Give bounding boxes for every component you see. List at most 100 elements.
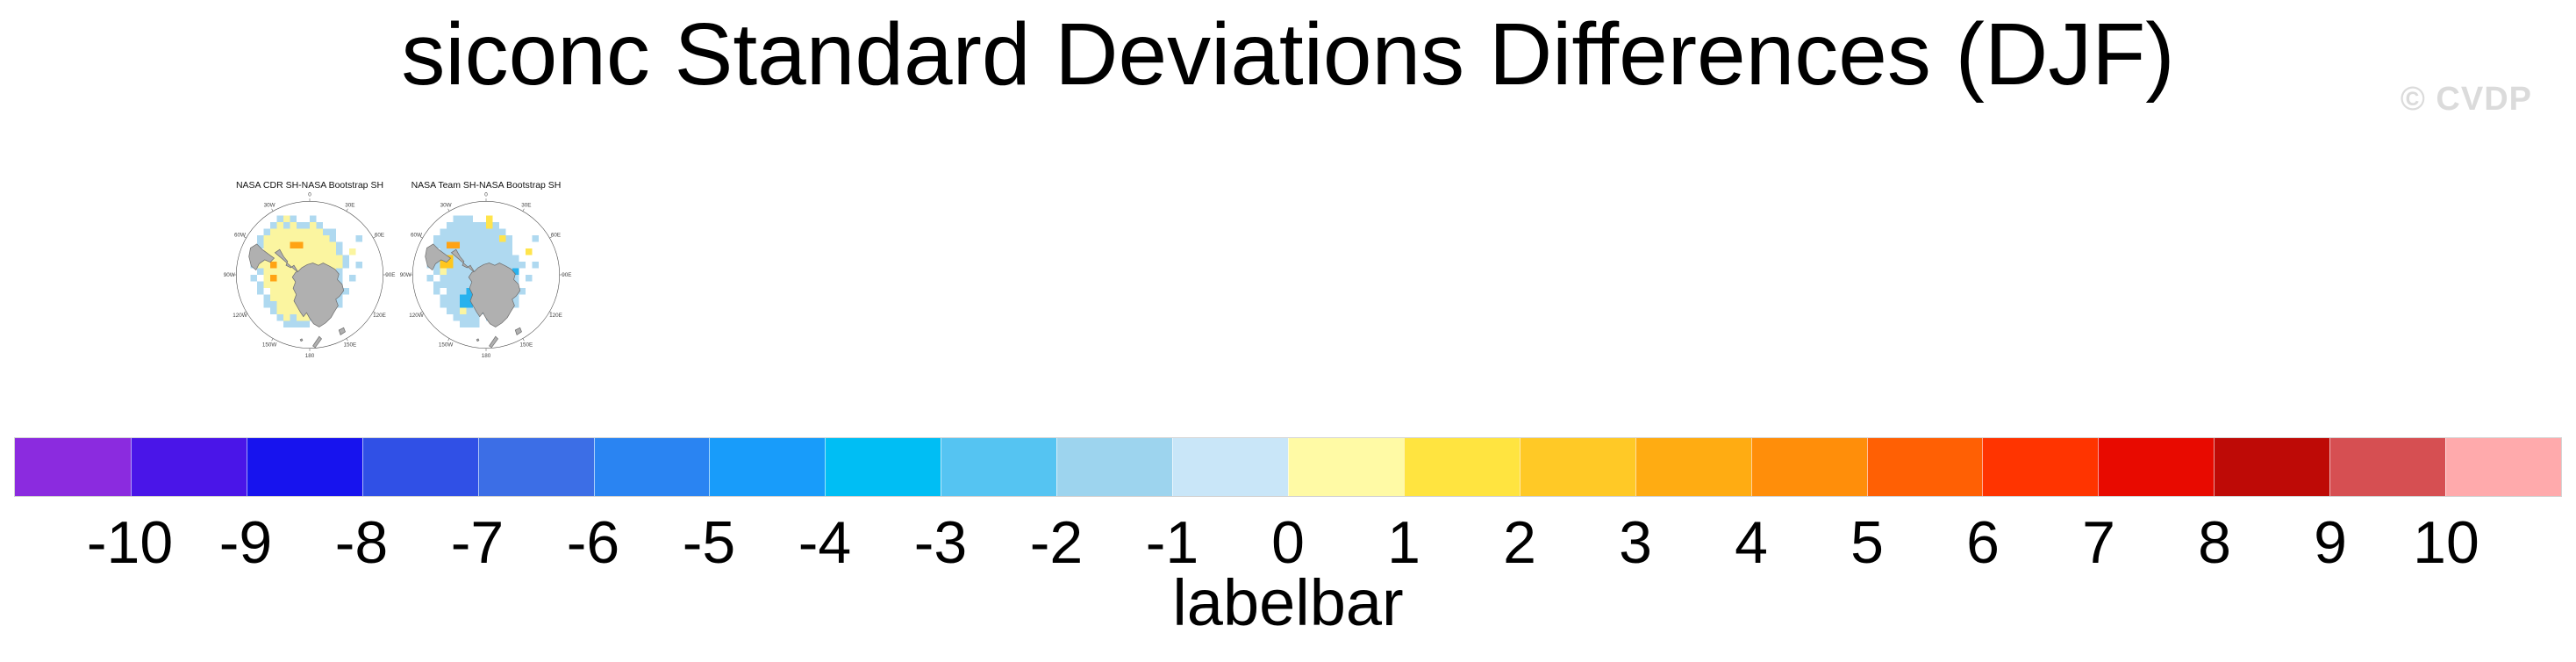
diff-cell	[256, 235, 264, 242]
diff-cell	[296, 241, 304, 248]
diff-cell	[492, 221, 499, 229]
diff-cell	[532, 261, 539, 269]
diff-cell	[256, 268, 264, 275]
diff-cell	[466, 241, 473, 248]
longitude-label: 120W	[409, 313, 424, 319]
labelbar-tick: 9	[2314, 509, 2347, 576]
diff-cell	[283, 294, 290, 301]
labelbar-cell	[1403, 438, 1520, 496]
diff-cell	[270, 221, 277, 229]
diff-cell	[479, 235, 486, 242]
diff-cell	[263, 248, 270, 255]
longitude-tick	[243, 236, 247, 239]
diff-cell	[290, 281, 297, 288]
labelbar-cell	[2098, 438, 2215, 496]
labelbar-tick: -4	[798, 509, 852, 576]
diff-cell	[296, 320, 304, 327]
diff-cell	[283, 275, 290, 282]
diff-cell	[342, 261, 349, 269]
labelbar-tick: -3	[913, 509, 968, 576]
diff-cell	[460, 221, 467, 229]
diff-cell	[276, 215, 283, 222]
diff-cell	[447, 241, 454, 248]
diff-cell	[466, 320, 473, 327]
diff-cell	[323, 255, 330, 262]
labelbar-tick: -2	[1029, 509, 1084, 576]
diff-cell	[270, 294, 277, 301]
diff-cell	[453, 281, 460, 288]
diff-cell	[270, 248, 277, 255]
longitude-label: 90W	[224, 272, 235, 278]
labelbar-cell	[477, 438, 594, 496]
diff-cell	[453, 307, 460, 314]
diff-cell	[316, 248, 323, 255]
diff-cell	[283, 255, 290, 262]
diff-cell	[440, 248, 447, 255]
diff-cell	[447, 294, 454, 301]
diff-cell	[316, 228, 323, 235]
diff-cell	[492, 248, 499, 255]
diff-cell	[335, 241, 343, 248]
longitude-tick	[522, 208, 525, 212]
diff-cell	[296, 261, 304, 269]
cvdp-watermark: © CVDP	[2400, 81, 2532, 118]
longitude-label: 60E	[375, 232, 384, 238]
longitude-tick	[243, 311, 247, 313]
diff-cell	[270, 288, 277, 295]
diff-cell	[460, 314, 467, 321]
diff-cell	[296, 235, 304, 242]
diff-cell	[466, 294, 473, 301]
diff-cell	[453, 314, 460, 321]
longitude-label: 30W	[264, 203, 275, 209]
landmass	[514, 327, 522, 335]
diff-cell	[329, 241, 336, 248]
diff-cell	[250, 275, 257, 282]
longitude-tick	[419, 236, 423, 239]
diff-cell	[472, 314, 480, 321]
diff-cell	[335, 248, 343, 255]
diff-cell	[283, 268, 290, 275]
diff-cell	[505, 261, 512, 269]
diff-cell	[310, 235, 317, 242]
labelbar-tick: 0	[1271, 509, 1305, 576]
diff-cell	[466, 268, 473, 275]
diff-cell	[303, 228, 310, 235]
diff-cell	[440, 281, 447, 288]
diff-cell	[283, 300, 290, 308]
diff-cell	[276, 314, 283, 321]
diff-cell	[303, 314, 310, 321]
diff-cell	[460, 275, 467, 282]
diff-cell	[303, 235, 310, 242]
diff-cell	[447, 235, 454, 242]
labelbar-cell	[941, 438, 1057, 496]
diff-cell	[460, 307, 467, 314]
labelbar-cell	[130, 438, 247, 496]
diff-cell	[283, 241, 290, 248]
diff-cell	[310, 228, 317, 235]
diff-cell	[316, 255, 323, 262]
longitude-label: 30W	[440, 203, 452, 209]
diff-cell	[270, 307, 277, 314]
labelbar-tick: 10	[2413, 509, 2479, 576]
labelbar-tick: 8	[2198, 509, 2231, 576]
diff-cell	[355, 261, 362, 269]
diff-cell	[460, 300, 467, 308]
diff-cell	[342, 288, 349, 295]
diff-cell	[486, 215, 493, 222]
diff-cell	[486, 248, 493, 255]
diff-cell	[466, 281, 473, 288]
page-title: siconc Standard Deviations Differences (…	[401, 5, 2175, 104]
longitude-label: 120W	[233, 313, 247, 319]
diff-cell	[290, 294, 297, 301]
diff-cell	[329, 228, 336, 235]
diff-cell	[460, 235, 467, 242]
diff-cell	[460, 281, 467, 288]
landmass	[489, 335, 498, 349]
longitude-label: 0	[308, 191, 311, 198]
labelbar-tick-labels: -10 -9 -8 -7 -6 -5 -4 -3 -2 -1 0 1 2 3 4 5 6 7 8 9 10	[14, 513, 2562, 574]
labelbar-tick: -9	[218, 509, 273, 576]
diff-cell	[460, 320, 467, 327]
diff-cell	[499, 255, 506, 262]
diff-cell	[296, 248, 304, 255]
diff-cell	[486, 235, 493, 242]
